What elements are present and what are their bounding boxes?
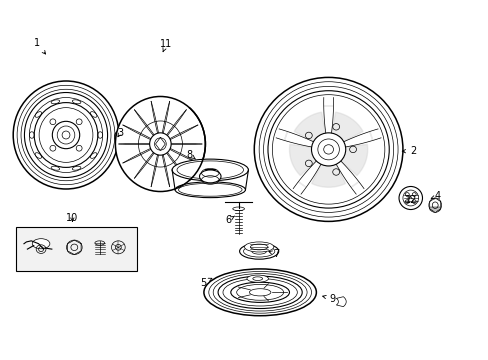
- Ellipse shape: [272, 95, 384, 204]
- Text: 2: 2: [402, 146, 415, 156]
- Polygon shape: [311, 149, 345, 187]
- Polygon shape: [289, 144, 328, 176]
- Polygon shape: [336, 297, 346, 307]
- Polygon shape: [184, 111, 185, 112]
- Text: 3: 3: [117, 128, 123, 138]
- Text: 1: 1: [34, 38, 45, 54]
- Text: 7: 7: [268, 249, 279, 259]
- Ellipse shape: [115, 96, 205, 192]
- Polygon shape: [284, 132, 287, 140]
- Ellipse shape: [172, 159, 248, 181]
- Polygon shape: [135, 111, 136, 112]
- Polygon shape: [350, 182, 358, 187]
- Polygon shape: [328, 144, 367, 176]
- Bar: [16, 227, 137, 271]
- Ellipse shape: [311, 133, 345, 166]
- Text: 11: 11: [160, 39, 172, 52]
- Text: 4: 4: [430, 191, 440, 201]
- Polygon shape: [369, 132, 372, 140]
- Polygon shape: [195, 126, 196, 127]
- Ellipse shape: [239, 243, 278, 259]
- Text: 5: 5: [200, 278, 211, 288]
- Polygon shape: [135, 176, 136, 177]
- Ellipse shape: [230, 282, 289, 302]
- Ellipse shape: [199, 170, 221, 183]
- Text: 9: 9: [322, 294, 335, 304]
- Text: 6: 6: [225, 215, 234, 225]
- Ellipse shape: [246, 275, 268, 282]
- Ellipse shape: [203, 269, 316, 316]
- Text: 8: 8: [186, 150, 195, 160]
- Polygon shape: [195, 161, 196, 162]
- Text: 10: 10: [66, 213, 79, 223]
- Polygon shape: [328, 112, 362, 149]
- Polygon shape: [184, 176, 185, 177]
- Ellipse shape: [149, 133, 171, 155]
- Polygon shape: [294, 112, 328, 149]
- Ellipse shape: [32, 239, 50, 249]
- Polygon shape: [298, 182, 305, 187]
- Polygon shape: [124, 126, 125, 127]
- Ellipse shape: [244, 242, 273, 252]
- Text: 12: 12: [404, 195, 416, 205]
- Polygon shape: [124, 161, 125, 162]
